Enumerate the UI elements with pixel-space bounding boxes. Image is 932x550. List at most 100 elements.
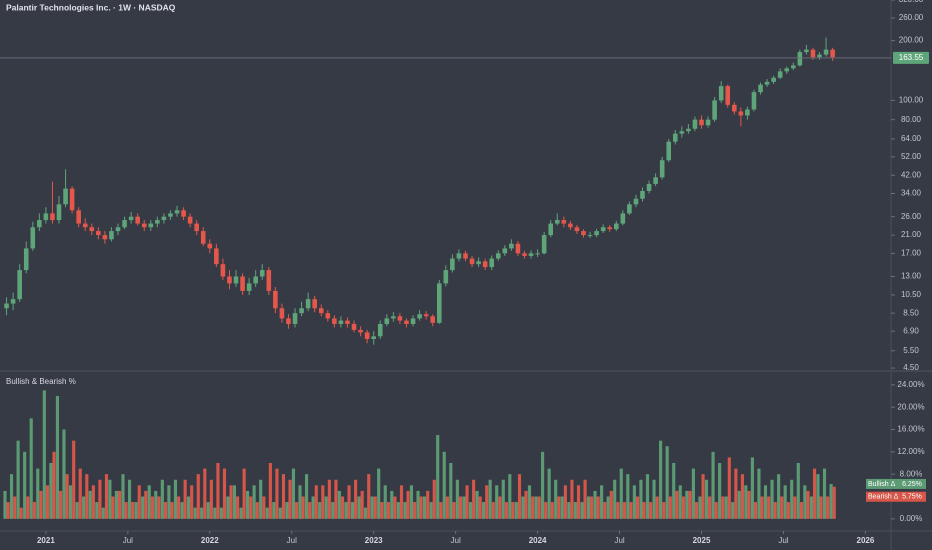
indicator-bar [570,479,574,519]
indicator-bar [3,490,7,519]
indicator-bar [173,479,178,519]
indicator-bar [659,440,663,519]
y-tick-label: 100.00 [899,96,924,105]
indicator-bar [747,490,751,519]
indicator-bar [39,490,43,519]
indicator-bar [78,468,82,519]
indicator-bar [150,496,154,519]
candle-body [581,231,586,236]
indicator-bar [406,490,410,519]
legend-name-box [866,491,898,502]
indicator-bar [137,485,141,519]
candle-body [200,231,206,244]
indicator-bar [596,496,600,519]
indicator-bar [449,463,453,519]
indicator-bar [432,479,436,519]
candle-body [718,86,724,101]
indicator-bar [383,485,387,519]
candle-body [351,323,357,330]
indicator-bar [560,496,564,519]
candle-body [128,216,134,221]
candle-body [312,299,317,309]
indicator-bar [629,502,633,519]
indicator-bar [281,474,286,519]
indicator-bar [567,502,571,519]
candle-body [535,253,540,255]
candle-body [764,81,770,85]
candle-body [76,210,81,224]
indicator-bar [468,502,473,519]
indicator-bar [711,451,715,519]
indicator-bar [295,502,299,519]
indicator-bar [147,485,151,519]
candle-body [187,216,193,224]
candle-body [450,258,455,271]
candle-body [692,119,698,129]
indicator-bar [550,502,554,519]
candle-body [633,198,639,205]
indicator-bar [534,496,538,519]
indicator-bar [822,468,827,519]
candle-body [410,318,416,324]
indicator-bar [131,502,135,519]
indicator-bar [334,479,338,519]
indicator-bar [409,485,414,519]
x-tick-label: Jul [778,536,788,545]
indicator-bar [701,474,705,519]
x-tick-label: Jul [451,536,461,545]
candle-body [155,220,160,224]
indicator-bar [482,502,486,519]
indicator-bar [65,474,69,519]
candle-body [69,188,75,211]
candle-body [830,49,835,58]
y-tick-label: 8.00% [900,469,923,478]
indicator-bar [127,479,132,519]
indicator-bar [829,483,833,519]
indicator-bar [301,496,305,519]
indicator-bar [609,490,613,519]
indicator-bar [144,490,148,519]
indicator-bar [672,463,676,519]
indicator-bar [760,496,764,519]
x-tick-label: Jul [123,536,133,545]
candle-body [122,220,127,228]
candle-body [4,303,9,309]
indicator-bar [390,490,394,519]
y-tick-label: 8.50 [903,308,919,317]
candle-body [791,65,796,69]
y-tick-label: 4.50 [903,363,919,372]
indicator-bar [452,502,456,519]
indicator-bar [750,457,754,519]
indicator-bar [652,479,656,519]
y-tick-label: 10.50 [901,290,922,299]
x-tick-label: Jul [614,536,624,545]
indicator-bar [377,468,381,519]
indicator-bar [72,440,76,519]
indicator-bar [134,502,138,519]
indicator-bar [576,485,581,519]
indicator-bar [55,396,60,519]
indicator-bar [29,418,33,519]
indicator-bar [809,496,813,519]
indicator-bar [59,490,63,519]
indicator-bar [52,451,56,519]
candle-body [627,204,632,214]
candle-body [391,316,396,319]
indicator-bar [288,479,292,519]
indicator-bar [396,502,400,519]
legend-name-box [866,478,898,489]
indicator-bar [593,490,597,519]
candle-body [587,235,593,237]
indicator-bar [799,502,803,519]
candle-body [771,77,776,82]
candle-body [738,111,744,116]
indicator-bar [685,490,689,519]
candle-body [528,253,534,256]
candle-body [63,188,68,205]
candle-body [784,68,790,72]
indicator-bar [724,496,728,519]
y-tick-label: 320.00 [899,0,924,4]
candle-body [561,220,567,224]
candle-body [646,183,652,192]
candle-body [731,104,737,112]
